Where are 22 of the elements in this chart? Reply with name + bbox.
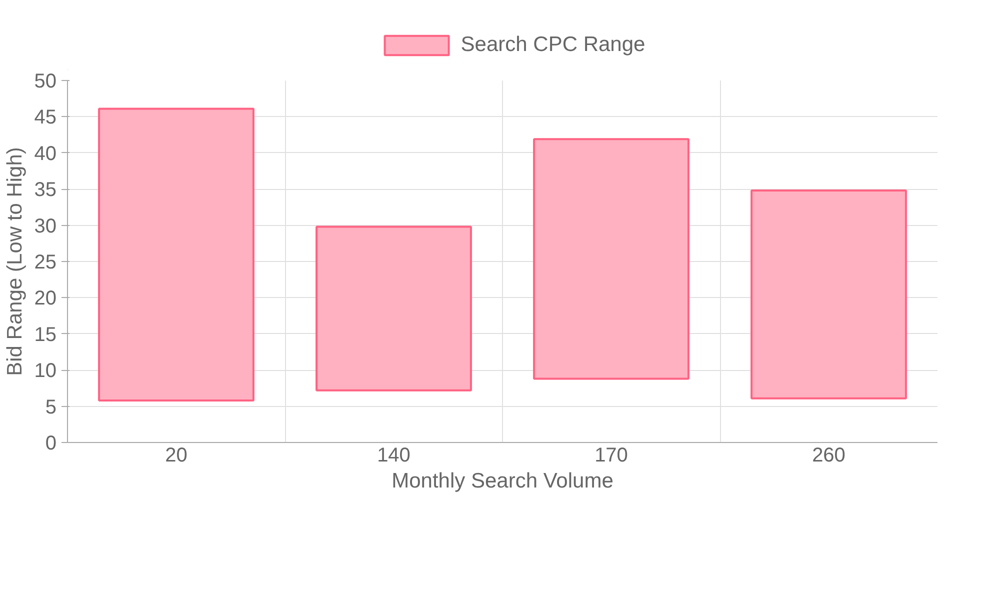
y-tick-label: 10 — [34, 360, 57, 382]
y-tick-label: 30 — [34, 215, 57, 238]
bar — [533, 138, 690, 380]
x-tick-label: 140 — [377, 444, 410, 466]
y-tick-label: 20 — [34, 288, 57, 310]
bar — [98, 108, 254, 402]
y-tick-label: 35 — [34, 179, 57, 202]
x-tick-label: 20 — [165, 444, 188, 466]
y-tick-label: 0 — [45, 432, 56, 454]
x-tick-label: 260 — [812, 444, 846, 466]
x-tick-label: 170 — [594, 444, 628, 466]
y-axis-title: Bid Range (Low to High) — [3, 147, 26, 376]
bar — [316, 226, 472, 392]
y-tick-label: 5 — [45, 396, 56, 418]
y-tick-label: 45 — [34, 106, 57, 129]
bar — [750, 190, 907, 400]
y-tick-label: 25 — [34, 252, 57, 274]
y-tick-label: 50 — [34, 70, 57, 92]
y-tick-label: 15 — [34, 324, 57, 346]
legend-label: Search CPC Range — [460, 33, 646, 57]
x-axis-title: Monthly Search Volume — [392, 470, 614, 492]
y-tick-label: 40 — [34, 142, 57, 165]
